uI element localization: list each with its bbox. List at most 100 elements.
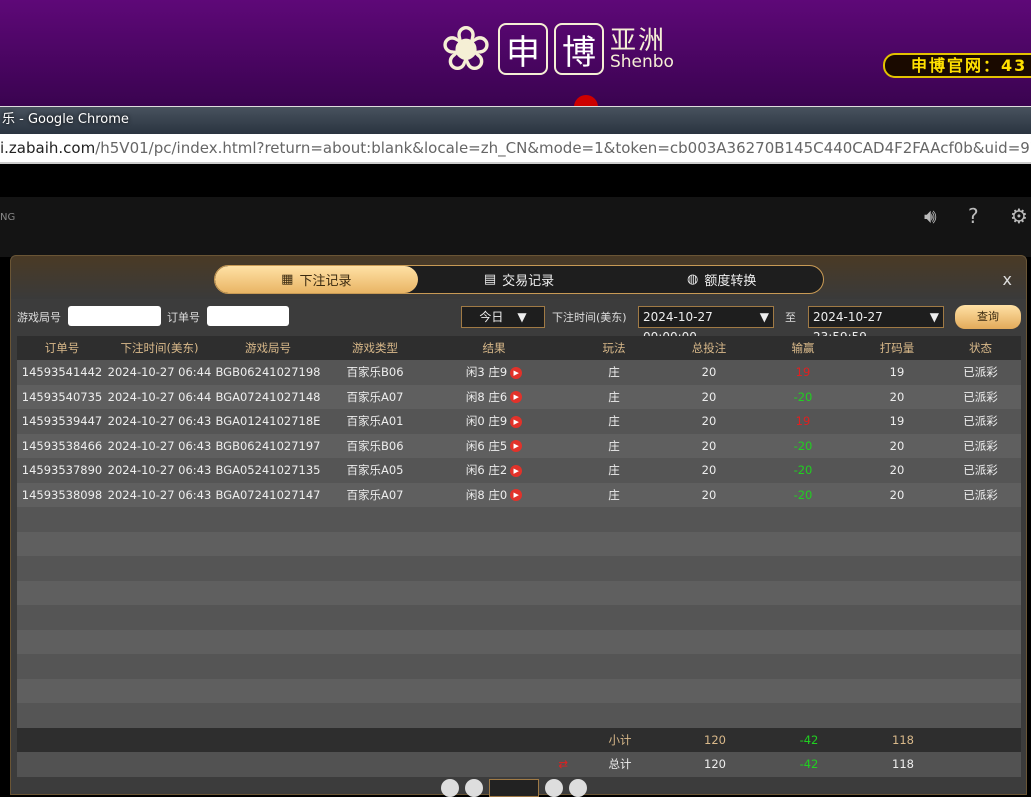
game-round-label: 游戏局号 (17, 311, 61, 324)
cell: 闲6 庄5 ▶ (426, 438, 562, 454)
filter-bar: 游戏局号 订单号 今日 ▼ 下注时间(美东) 2024-10-27 00:00:0… (17, 305, 1021, 344)
play-replay-icon[interactable]: ▶ (510, 464, 523, 477)
next-page-button[interactable] (545, 779, 563, 797)
cell-text: 闲6 庄2 (465, 463, 508, 478)
cell-text: 2024-10-27 06:43 (107, 438, 212, 453)
cell: 已派彩 (940, 438, 1021, 454)
end-time-select[interactable]: 2024-10-27 23:59:59 ▼ (808, 306, 944, 344)
tab-transaction-records[interactable]: ▤ 交易记录 (418, 266, 621, 293)
period-select[interactable]: 今日 ▼ (461, 306, 545, 328)
pagination (441, 779, 587, 797)
cell-text: 20 (701, 438, 717, 453)
cell-text: 14593540735 (21, 389, 103, 404)
column-header: 游戏局号 (245, 341, 291, 355)
play-replay-icon[interactable]: ▶ (510, 440, 523, 453)
tab-label: 交易记录 (502, 274, 555, 289)
url-path: /h5V01/pc/index.html?return=about:blank&… (95, 139, 1031, 157)
cell-text: 百家乐A05 (346, 463, 404, 478)
play-replay-icon[interactable]: ▶ (510, 391, 523, 404)
tab-label: 下注记录 (299, 274, 352, 289)
chevron-down-icon: ▼ (517, 310, 527, 324)
empty-row (17, 507, 1021, 532)
cell: 19 (752, 365, 854, 379)
cell: 14593539447 (17, 414, 107, 428)
cell: -20 (752, 488, 854, 502)
cell-text: 2024-10-27 06:43 (107, 487, 212, 502)
logo-sub: 亚洲 (609, 25, 666, 56)
cell-text: 庄 (608, 414, 620, 429)
query-button[interactable]: 查询 (955, 305, 1021, 329)
cell: 20 (666, 414, 752, 428)
settings-gear-icon[interactable]: ⚙ (1010, 204, 1028, 228)
cell: 闲3 庄9 ▶ (426, 364, 562, 380)
prev-page-button[interactable] (465, 779, 483, 797)
refresh-icon[interactable]: ⇄ (558, 757, 568, 772)
tab-credit-transfer[interactable]: ◍ 额度转换 (620, 266, 823, 293)
column-header: 状态 (969, 341, 992, 355)
cell-text: 百家乐B06 (346, 365, 404, 380)
sound-icon[interactable]: 🔊︎ (924, 204, 937, 228)
page-input[interactable] (489, 779, 539, 797)
last-page-button[interactable] (569, 779, 587, 797)
calendar-icon: ▦ (281, 272, 294, 287)
cell-text: 14593541442 (21, 365, 103, 380)
table-row: 14593537890 2024-10-27 06:43 BGA0524102713… (17, 458, 1021, 483)
table-row: 14593538466 2024-10-27 06:43 BGB0624102719… (17, 433, 1021, 458)
table-row: 14593539447 2024-10-27 06:43 BGA0124102718… (17, 409, 1021, 434)
cell-text: -20 (793, 487, 813, 502)
to-label: 至 (785, 311, 796, 324)
cell: 20 (666, 488, 752, 502)
cell: 闲6 庄2 ▶ (426, 462, 562, 478)
table-header: 订单号 下注时间(美东) 游戏局号 游戏类型 结果 玩法 总投注 输赢 打码量 状态 (17, 336, 1021, 360)
tab-label: 额度转换 (704, 274, 757, 289)
empty-row (17, 531, 1021, 556)
cell-text: 已派彩 (963, 487, 998, 502)
cell-text: 2024-10-27 06:43 (107, 414, 212, 429)
official-site-badge[interactable]: 申博官网：43 (883, 53, 1031, 78)
cell: 已派彩 (940, 413, 1021, 429)
cell: BGA0124102718E (212, 414, 324, 428)
cell: 2024-10-27 06:43 (107, 488, 212, 502)
first-page-button[interactable] (441, 779, 459, 797)
cell: 2024-10-27 06:43 (107, 414, 212, 428)
logo-char: 申 (497, 23, 548, 75)
order-input[interactable] (207, 306, 289, 326)
column-header: 订单号 (44, 341, 80, 355)
play-replay-icon[interactable]: ▶ (510, 366, 523, 379)
cell-text: 百家乐B06 (346, 438, 404, 453)
table-row: 14593538098 2024-10-27 06:43 BGA0724102714… (17, 482, 1021, 507)
cell-text: 19 (795, 365, 811, 380)
address-bar[interactable]: i.zabaih.com/h5V01/pc/index.html?return=… (0, 134, 1031, 164)
cell: 闲8 庄6 ▶ (426, 389, 562, 405)
cell: 百家乐B06 (324, 364, 426, 380)
brand-fragment: NG (0, 212, 16, 223)
cell: 14593538098 (17, 488, 107, 502)
cell: BGA07241027148 (212, 390, 324, 404)
time-label: 下注时间(美东) (552, 311, 627, 324)
cell-text: 19 (795, 414, 811, 429)
cell-text: 20 (701, 487, 717, 502)
game-round-input[interactable] (68, 306, 161, 326)
cell-text: BGA07241027147 (215, 487, 321, 502)
cell-text: BGB06241027197 (215, 438, 321, 453)
cell-text: 已派彩 (963, 414, 998, 429)
start-time-select[interactable]: 2024-10-27 00:00:00 ▼ (638, 306, 774, 344)
tab-bet-records[interactable]: ▦ 下注记录 (215, 266, 418, 293)
total-row: ⇄ 总计 120 -42 118 (17, 752, 1021, 777)
play-replay-icon[interactable]: ▶ (510, 415, 523, 428)
help-icon[interactable]: ? (968, 204, 979, 228)
cell: 2024-10-27 06:44 (107, 365, 212, 379)
game-toolbar: NG 🔊︎ ? ⚙ (0, 197, 1031, 257)
cell-text: 2024-10-27 06:44 (107, 365, 212, 380)
cell-text: 已派彩 (963, 389, 998, 404)
end-time: 2024-10-27 23:59:59 (813, 310, 883, 344)
play-replay-icon[interactable]: ▶ (510, 489, 523, 502)
cell-text: 20 (889, 463, 905, 478)
cell-text: BGA07241027148 (215, 389, 321, 404)
cell: -20 (752, 390, 854, 404)
empty-row (17, 580, 1021, 605)
close-button[interactable]: x (1002, 270, 1012, 289)
empty-row (17, 703, 1021, 728)
chevron-down-icon: ▼ (929, 310, 939, 324)
cell: 庄 (562, 413, 666, 429)
